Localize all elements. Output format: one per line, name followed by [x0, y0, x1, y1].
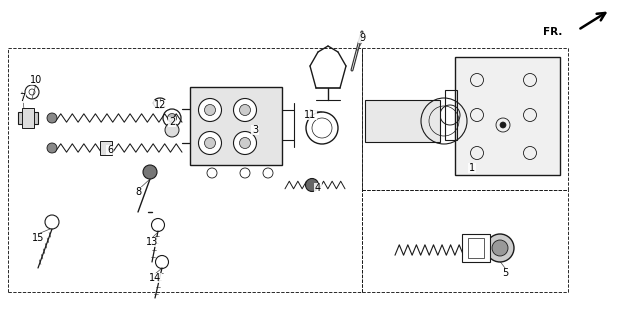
Bar: [100, 141, 112, 155]
Text: 6: 6: [107, 145, 113, 155]
Text: 5: 5: [502, 268, 508, 278]
Circle shape: [167, 114, 177, 123]
Bar: [365, 100, 440, 142]
Circle shape: [234, 132, 257, 155]
Bar: [22, 108, 34, 128]
Circle shape: [198, 99, 221, 122]
Circle shape: [306, 179, 319, 191]
Circle shape: [205, 138, 216, 148]
Bar: [462, 234, 490, 262]
Text: 15: 15: [32, 233, 44, 243]
Text: 11: 11: [304, 110, 316, 120]
Bar: [468, 238, 484, 258]
Circle shape: [47, 113, 57, 123]
Bar: [190, 87, 282, 165]
Circle shape: [500, 122, 506, 128]
Circle shape: [239, 105, 250, 116]
Circle shape: [205, 105, 216, 116]
Text: 2: 2: [169, 117, 175, 127]
Circle shape: [47, 143, 57, 153]
Circle shape: [234, 99, 257, 122]
Text: 10: 10: [30, 75, 42, 85]
Text: 7: 7: [19, 93, 25, 103]
Circle shape: [198, 132, 221, 155]
Circle shape: [492, 240, 508, 256]
Text: 1: 1: [469, 163, 475, 173]
Circle shape: [486, 234, 514, 262]
Text: 9: 9: [359, 33, 365, 43]
Circle shape: [165, 123, 179, 137]
Text: 12: 12: [154, 100, 166, 110]
Text: 4: 4: [315, 183, 321, 193]
Circle shape: [239, 138, 250, 148]
Bar: [18, 112, 38, 124]
Text: 13: 13: [146, 237, 158, 247]
Text: 3: 3: [252, 125, 258, 135]
Circle shape: [143, 165, 157, 179]
Bar: [455, 57, 560, 175]
Bar: [445, 90, 457, 140]
Text: 8: 8: [135, 187, 141, 197]
Text: 14: 14: [149, 273, 161, 283]
Text: FR.: FR.: [542, 27, 562, 37]
